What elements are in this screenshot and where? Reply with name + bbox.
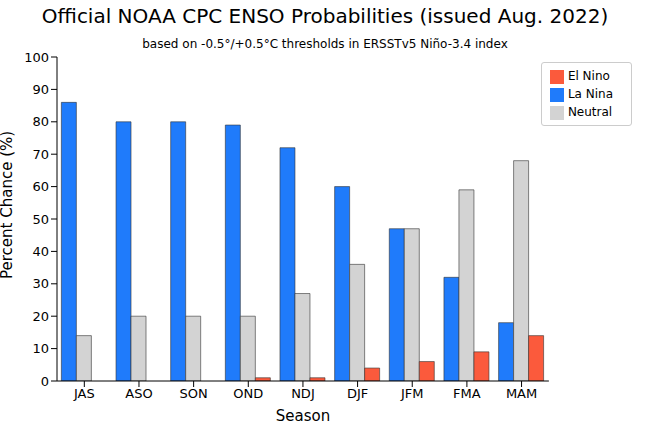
svg-text:JFM: JFM [400,386,424,401]
svg-text:NDJ: NDJ [291,386,315,401]
svg-text:40: 40 [32,244,49,259]
svg-text:SON: SON [180,386,208,401]
svg-text:Percent Chance (%): Percent Chance (%) [8,131,16,279]
svg-text:30: 30 [32,276,49,291]
svg-text:0: 0 [41,374,49,389]
svg-text:60: 60 [32,179,49,194]
svg-text:100: 100 [24,50,49,65]
html-text:based on -0.5°/+0.5°C threshol: based on -0.5°/+0.5°C thresholds in ERSS… [142,37,508,51]
html-text:Neutral: Neutral [567,105,613,119]
svg-text:50: 50 [32,212,49,227]
html-text:La Nina: La Nina [567,87,613,101]
svg-text:Season: Season [276,407,330,421]
svg-text:JAS: JAS [73,386,95,401]
svg-text:FMA: FMA [453,386,481,401]
svg-text:20: 20 [32,309,49,324]
svg-text:90: 90 [32,82,49,97]
html-text:El Nino: El Nino [567,69,610,83]
svg-text:10: 10 [32,341,49,356]
svg-text:OND: OND [233,386,263,401]
html-text:Official NOAA CPC ENSO Probabi: Official NOAA CPC ENSO Probabilities (is… [41,4,609,28]
svg-text:MAM: MAM [506,386,537,401]
svg-text:80: 80 [32,114,49,129]
svg-text:DJF: DJF [347,386,368,401]
svg-text:70: 70 [32,147,49,162]
svg-text:ASO: ASO [125,386,152,401]
